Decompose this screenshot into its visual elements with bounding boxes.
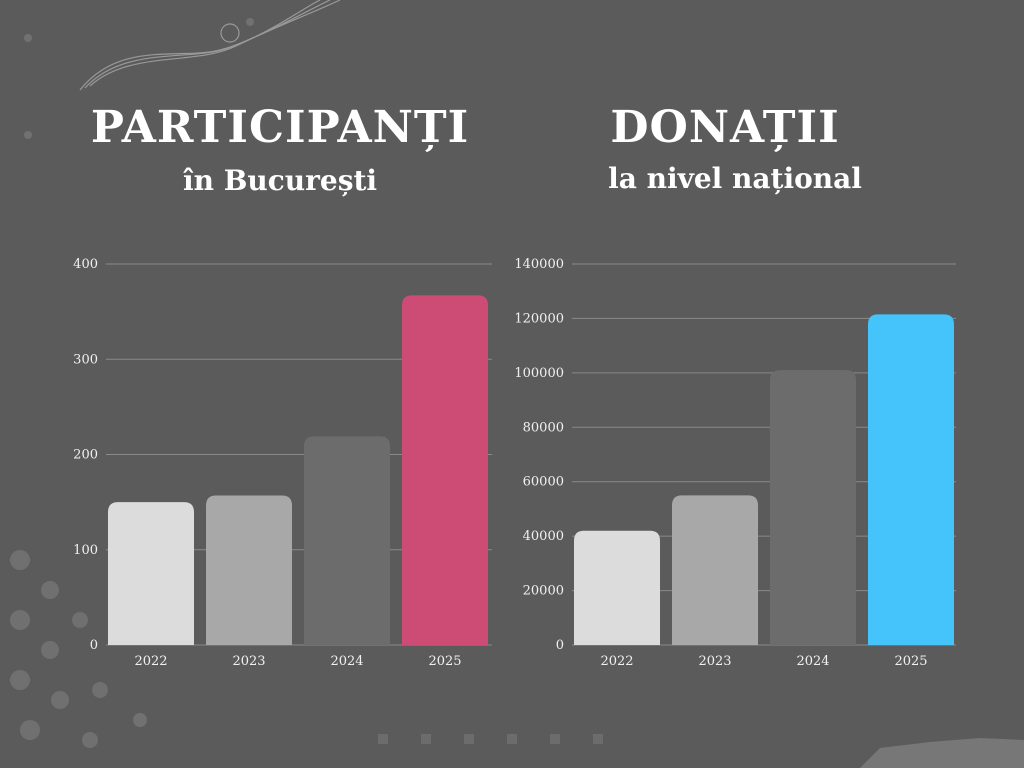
y-tick-label: 60000 xyxy=(523,475,564,490)
y-tick-label: 140000 xyxy=(514,257,564,272)
bar-2024 xyxy=(304,436,390,645)
decorative-dots xyxy=(10,18,254,748)
y-tick-label: 0 xyxy=(90,638,98,653)
x-tick-label: 2025 xyxy=(428,654,461,669)
y-tick-label: 20000 xyxy=(523,584,564,599)
paper-tear xyxy=(860,738,1024,768)
chart2-title: DONAȚII xyxy=(610,102,840,153)
x-tick-label: 2022 xyxy=(600,654,633,669)
bar-2024 xyxy=(770,370,856,645)
y-tick-label: 200 xyxy=(73,448,98,463)
y-tick-label: 120000 xyxy=(514,311,564,326)
bar-2022 xyxy=(108,502,194,645)
x-tick-label: 2023 xyxy=(232,654,265,669)
y-tick-label: 300 xyxy=(73,352,98,367)
y-tick-label: 40000 xyxy=(523,529,564,544)
bar-2023 xyxy=(206,495,292,645)
chart1-title: PARTICIPANȚI xyxy=(90,102,470,153)
y-tick-label: 100 xyxy=(73,543,98,558)
bar-2023 xyxy=(672,495,758,645)
x-tick-label: 2024 xyxy=(330,654,363,669)
bar-2025 xyxy=(402,295,488,645)
chart2-subtitle: la nivel național xyxy=(608,162,862,195)
y-tick-label: 400 xyxy=(73,257,98,272)
x-tick-label: 2022 xyxy=(134,654,167,669)
bar-2025 xyxy=(868,314,954,645)
chart1-subtitle: în București xyxy=(182,164,378,197)
decorative-swirl xyxy=(79,0,341,91)
y-tick-label: 100000 xyxy=(514,366,564,381)
x-tick-label: 2024 xyxy=(796,654,829,669)
y-tick-label: 80000 xyxy=(523,420,564,435)
x-tick-label: 2023 xyxy=(698,654,731,669)
y-tick-label: 0 xyxy=(556,638,564,653)
decorative-squares xyxy=(378,734,603,744)
x-tick-label: 2025 xyxy=(894,654,927,669)
bar-2022 xyxy=(574,530,660,645)
